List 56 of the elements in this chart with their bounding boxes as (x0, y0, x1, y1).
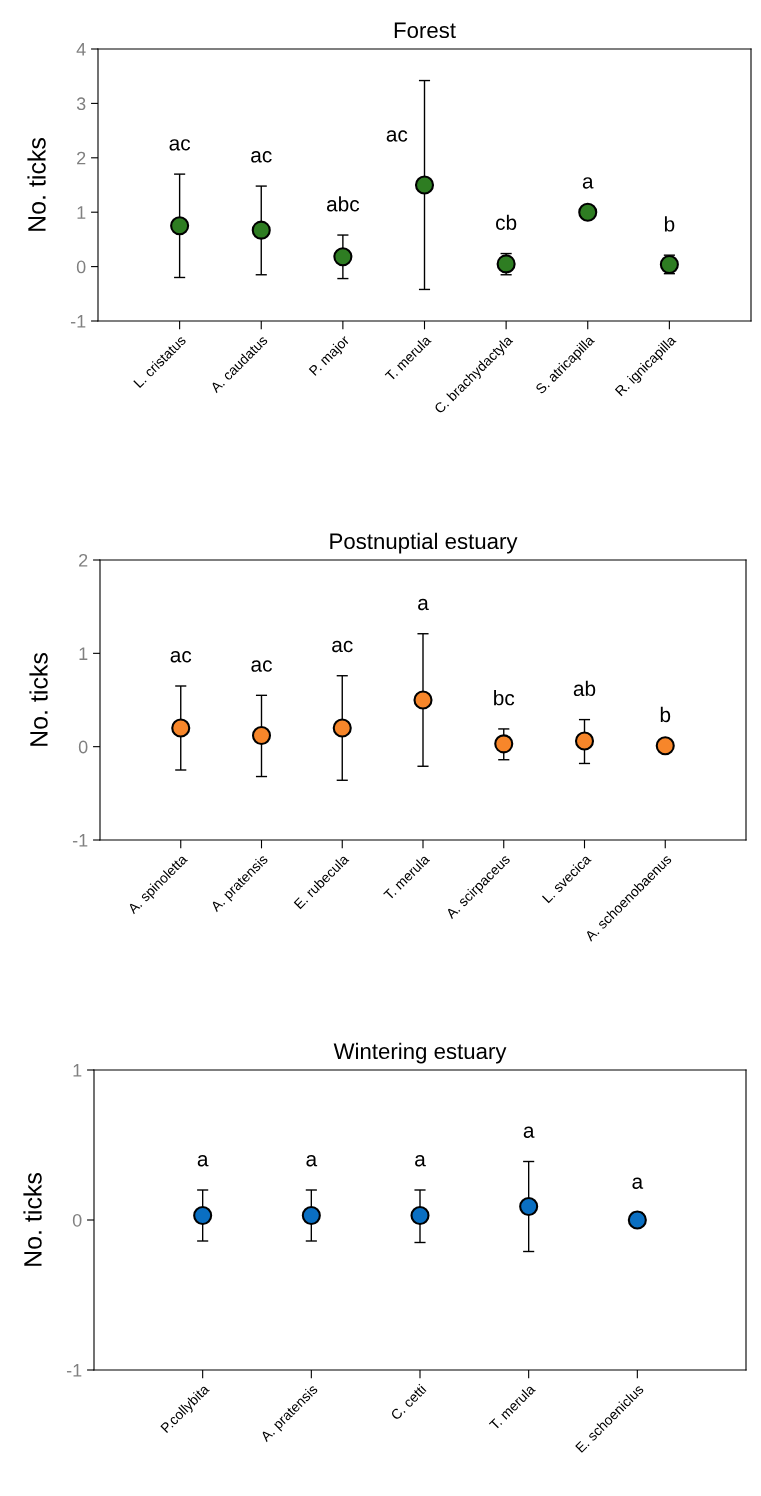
annotation: b (660, 706, 671, 723)
point (494, 734, 514, 754)
annotation: ac (169, 139, 191, 151)
annotation: a (418, 598, 429, 611)
point (655, 736, 675, 756)
chart-title: Forest (394, 22, 456, 39)
point (413, 690, 433, 710)
chart-title: Wintering estuary (333, 1042, 507, 1064)
point (332, 718, 352, 738)
chart-title: Postnuptial estuary (330, 532, 518, 554)
point (171, 718, 191, 738)
annotation: a (415, 1155, 426, 1167)
annotation: ac (170, 651, 192, 663)
annotation: a (197, 1155, 209, 1167)
y-tick-label: 1 (79, 647, 88, 660)
point (414, 175, 435, 195)
y-tick-label: 2 (79, 553, 88, 567)
y-tick-label: 1 (77, 206, 86, 219)
annotation: bc (494, 690, 515, 706)
y-tick-label: -1 (70, 315, 86, 328)
point (251, 725, 272, 746)
point (333, 247, 353, 267)
annotation: abc (326, 196, 360, 212)
point (193, 1205, 213, 1226)
y-tick-label: -1 (66, 1364, 82, 1377)
point (627, 1210, 647, 1230)
y-tick-label: 2 (77, 151, 86, 165)
y-tick-label: 0 (78, 740, 88, 754)
annotation: b (664, 216, 675, 232)
annotation: ab (573, 680, 596, 697)
annotation: ac (386, 130, 408, 142)
y-tick-label: 0 (76, 260, 86, 274)
annotation: a (523, 1126, 535, 1138)
annotation: a (306, 1155, 318, 1167)
point (578, 202, 598, 222)
y-axis-title: No. ticks (27, 137, 46, 231)
annotation: ac (332, 640, 353, 653)
y-tick-label: -1 (72, 834, 88, 847)
y-axis-title: No. ticks (29, 652, 48, 746)
point (251, 220, 271, 240)
x-tick-label: C. cetti (389, 1383, 427, 1421)
y-axis-title: No. ticks (23, 1172, 42, 1266)
annotation: a (582, 177, 594, 189)
point (410, 1205, 430, 1226)
point (170, 216, 190, 236)
y-tick-label: 0 (72, 1213, 82, 1227)
annotation: ac (251, 151, 272, 163)
point (301, 1205, 321, 1226)
point (519, 1196, 539, 1217)
point (574, 731, 595, 751)
y-tick-label: 3 (76, 97, 86, 111)
y-tick-label: 1 (73, 1064, 82, 1077)
annotation: ac (251, 660, 272, 672)
annotation: cb (496, 214, 517, 230)
y-tick-label: 4 (76, 43, 86, 56)
annotation: a (632, 1177, 644, 1189)
